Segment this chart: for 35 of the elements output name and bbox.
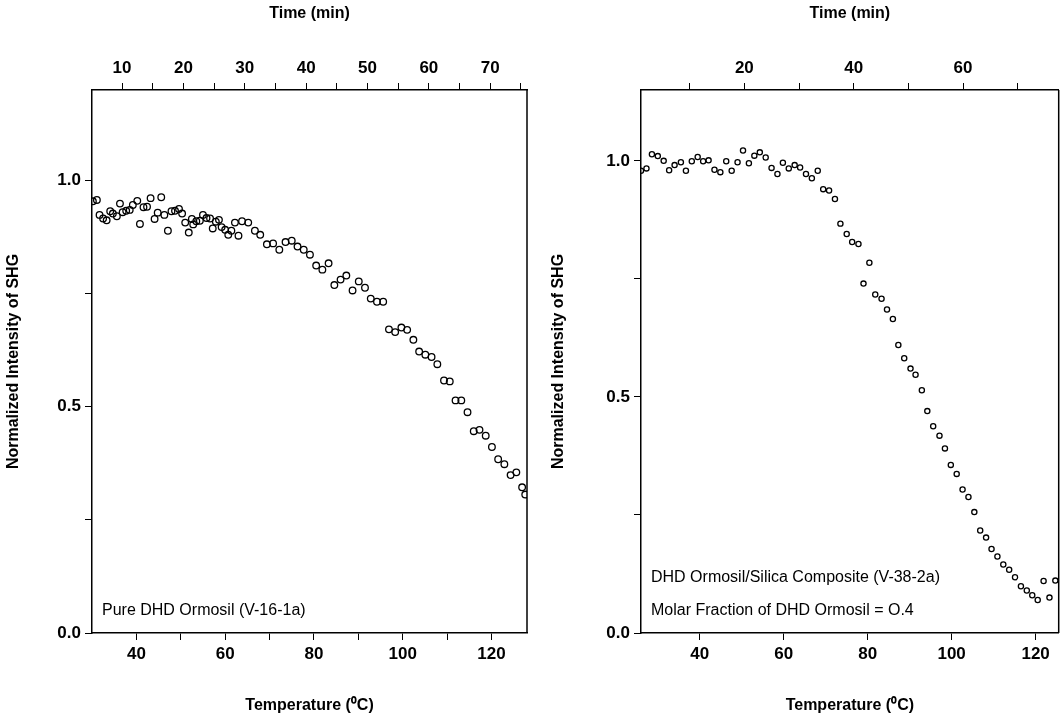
x-tick-label: 100 <box>388 643 417 663</box>
x-tick-label: 40 <box>126 643 146 663</box>
x2-axis-title: Time (min) <box>269 4 350 22</box>
x2-tick-label: 40 <box>296 58 316 78</box>
x2-tick-label: 20 <box>173 58 193 78</box>
y-axis-title: Normalized Intensity of SHG <box>549 253 567 470</box>
y-tick-label: 0.5 <box>57 396 81 416</box>
x2-tick-label: 60 <box>953 58 973 78</box>
annotation: Molar Fraction of DHD Ormosil = O.4 <box>651 601 914 618</box>
x-tick-label: 80 <box>858 643 878 663</box>
y-tick-label: 1.0 <box>606 150 630 170</box>
x-tick-label: 60 <box>774 643 794 663</box>
x2-tick-label: 50 <box>358 58 377 78</box>
y-tick-label: 0.0 <box>606 622 630 642</box>
x-tick-label: 60 <box>215 643 235 663</box>
annotation: DHD Ormosil/Silica Composite (V-38-2a) <box>651 568 940 585</box>
x-tick-label: 40 <box>690 643 710 663</box>
x-tick-label: 120 <box>477 643 506 663</box>
x-tick-label: 100 <box>937 643 966 663</box>
x2-tick-label: 70 <box>480 58 500 78</box>
y-tick-label: 0.0 <box>57 622 81 642</box>
x-axis-title: Temperature (⁰C) <box>245 695 374 713</box>
x2-tick-label: 60 <box>419 58 439 78</box>
annotation: Pure DHD Ormosil (V-16-1a) <box>102 601 306 618</box>
x2-axis-title: Time (min) <box>809 4 891 22</box>
x2-tick-label: 40 <box>844 58 864 78</box>
x-axis-title: Temperature (⁰C) <box>785 695 915 713</box>
x2-tick-label: 10 <box>112 58 132 78</box>
x2-tick-label: 30 <box>235 58 255 78</box>
x-tick-label: 120 <box>1021 643 1050 663</box>
x2-tick-label: 20 <box>734 58 754 78</box>
x-tick-label: 80 <box>304 643 324 663</box>
y-tick-label: 1.0 <box>57 170 81 190</box>
y-tick-label: 0.5 <box>606 386 630 406</box>
y-axis-title: Normalized Intensity of SHG <box>4 253 22 470</box>
